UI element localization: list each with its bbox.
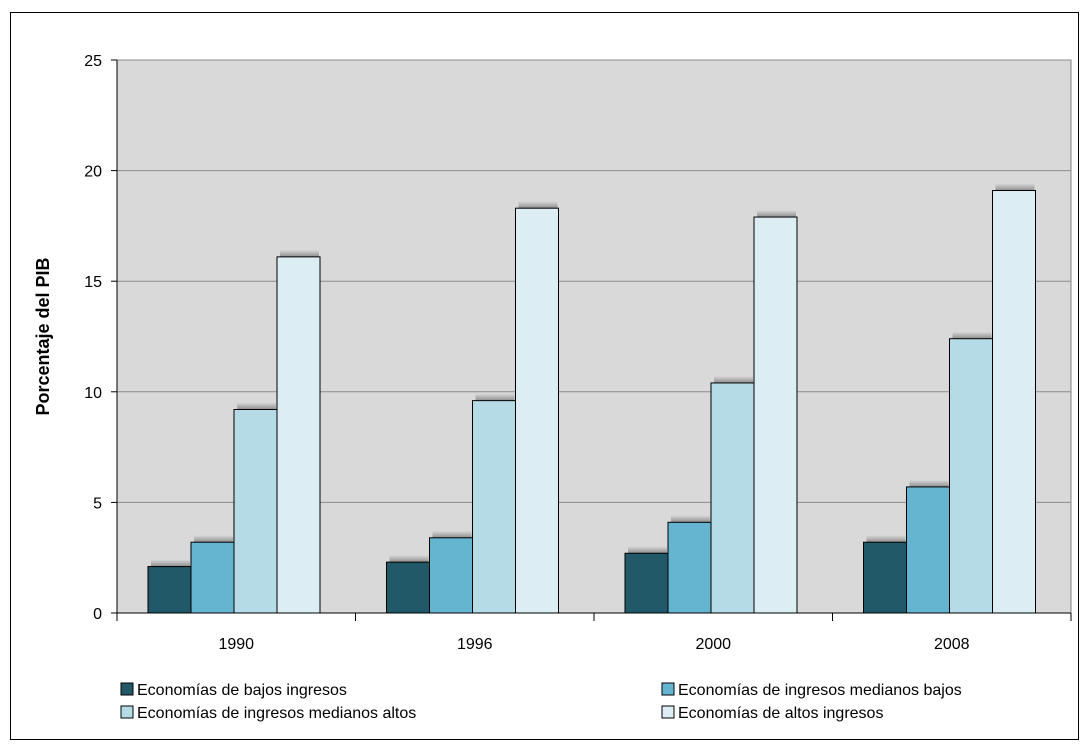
- bar-shadow: [432, 530, 472, 538]
- bar: [624, 552, 669, 614]
- bar-shadow: [909, 479, 949, 487]
- x-tick-label: 2000: [695, 636, 731, 653]
- bar-shadow: [628, 546, 667, 554]
- y-tick-label: 15: [84, 274, 102, 291]
- bar-shadow: [518, 201, 558, 209]
- legend-label: Economías de ingresos medianos bajos: [678, 682, 962, 699]
- y-tick-label: 5: [93, 495, 102, 512]
- bar: [472, 400, 516, 614]
- bar-shadow: [237, 402, 276, 410]
- bar: [906, 486, 950, 614]
- bar-shadow: [952, 331, 992, 339]
- bar-shadow: [475, 393, 515, 401]
- bar: [147, 566, 192, 614]
- bar: [992, 190, 1036, 614]
- bar: [276, 256, 321, 614]
- bar: [429, 537, 473, 614]
- x-tick-label: 1996: [457, 636, 493, 653]
- y-tick-label: 0: [93, 606, 102, 623]
- bar: [710, 382, 755, 614]
- y-axis-label: Porcentaje del PIB: [33, 257, 53, 415]
- legend-swatch: [120, 682, 134, 696]
- bar: [753, 216, 798, 614]
- bar-shadow: [280, 249, 319, 257]
- x-tick-label: 2008: [934, 636, 970, 653]
- bar-shadow: [866, 535, 906, 543]
- y-tick-label: 25: [84, 53, 102, 70]
- bar: [863, 541, 907, 614]
- legend-item: Economías de ingresos medianos bajos: [661, 682, 962, 699]
- bar-shadow: [151, 559, 190, 567]
- legend-label: Economías de altos ingresos: [678, 705, 883, 722]
- bar-shadow: [194, 535, 233, 543]
- x-tick-label: 1990: [218, 636, 254, 653]
- legend-item: Economías de bajos ingresos: [120, 682, 347, 699]
- bar-shadow: [389, 555, 429, 563]
- bar-shadow: [714, 375, 753, 383]
- bar-shadow: [995, 183, 1035, 191]
- bar-shadow: [757, 210, 796, 218]
- bar-shadow: [671, 515, 710, 523]
- bar: [949, 338, 993, 614]
- legend-item: Economías de altos ingresos: [661, 705, 883, 722]
- bar: [515, 207, 559, 614]
- legend-swatch: [661, 705, 675, 719]
- legend-label: Economías de bajos ingresos: [137, 682, 347, 699]
- legend-item: Economías de ingresos medianos altos: [120, 705, 416, 722]
- legend-label: Economías de ingresos medianos altos: [137, 705, 416, 722]
- y-tick-label: 20: [84, 164, 102, 181]
- bar: [667, 521, 712, 614]
- y-tick-label: 10: [84, 385, 102, 402]
- bar: [233, 408, 278, 614]
- legend-swatch: [661, 682, 675, 696]
- legend-swatch: [120, 705, 134, 719]
- bar: [190, 541, 235, 614]
- bar: [386, 561, 430, 614]
